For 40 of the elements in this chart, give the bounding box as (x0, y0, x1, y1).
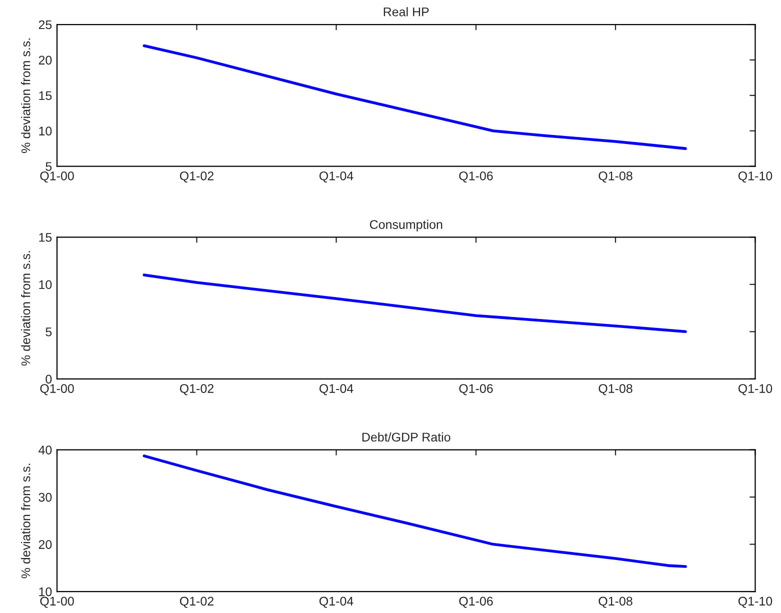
x-tick-label: Q1-02 (180, 171, 214, 183)
y-axis-title: % deviation from s.s. (21, 38, 30, 153)
y-tick-label: 40 (38, 446, 52, 454)
y-tick-label: 5 (46, 328, 52, 336)
x-tick-label: Q1-06 (459, 596, 493, 608)
chart-title: Debt/GDP Ratio (362, 432, 450, 442)
line-series (142, 454, 687, 568)
x-tick-label: Q1-00 (40, 596, 74, 608)
y-tick-label: 5 (46, 162, 52, 171)
x-tick-label: Q1-04 (319, 171, 354, 183)
x-tick-label: Q1-10 (738, 384, 772, 396)
y-tick-label: 30 (38, 492, 52, 502)
chart-title: Consumption (370, 220, 442, 232)
y-tick-label: 10 (39, 280, 52, 290)
x-tick-label: Q1-08 (598, 384, 632, 396)
x-tick-label: Q1-04 (319, 596, 354, 608)
y-axis-title: % deviation from s.s. (21, 251, 30, 366)
y-tick-label: 10 (39, 587, 52, 596)
x-tick-label: Q1-00 (40, 384, 74, 396)
x-tick-label: Q1-02 (180, 596, 214, 608)
x-tick-label: Q1-10 (738, 171, 772, 183)
y-tick-label: 15 (39, 91, 52, 100)
x-tick-label: Q1-06 (459, 171, 493, 183)
y-tick-label: 20 (38, 56, 52, 65)
y-tick-label: 0 (46, 374, 52, 384)
x-tick-label: Q1-00 (40, 171, 74, 183)
x-tick-label: Q1-04 (319, 384, 354, 396)
x-tick-label: Q1-06 (459, 384, 493, 396)
x-tick-label: Q1-02 (180, 384, 214, 396)
line-series (142, 274, 687, 334)
x-tick-label: Q1-10 (738, 596, 772, 608)
y-tick-label: 10 (39, 126, 52, 136)
line-series (142, 44, 687, 150)
y-axis-title: % deviation from s.s. (21, 464, 30, 578)
x-tick-label: Q1-08 (598, 171, 632, 183)
y-tick-label: 25 (38, 20, 52, 30)
x-tick-label: Q1-08 (598, 596, 632, 608)
y-tick-label: 15 (39, 233, 52, 242)
y-tick-label: 20 (38, 540, 52, 549)
chart-title: Real HP (384, 7, 429, 16)
